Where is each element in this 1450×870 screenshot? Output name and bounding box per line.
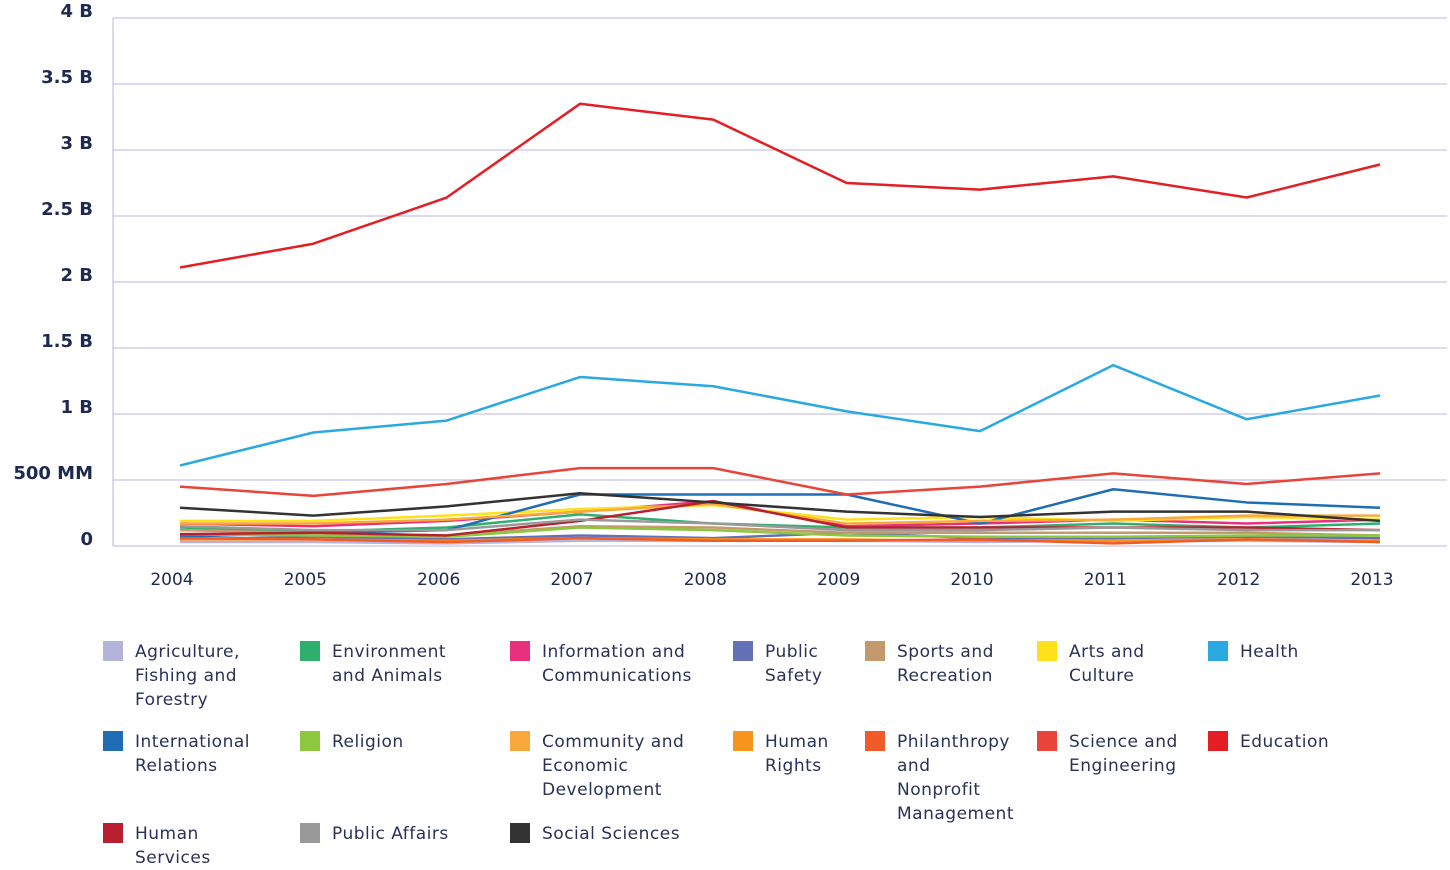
series-line xyxy=(179,491,1381,523)
x-tick-label: 2010 xyxy=(950,570,993,590)
legend-item: Human Rights xyxy=(733,730,855,778)
legend-swatch xyxy=(103,641,123,661)
y-tick-label: 2 B xyxy=(60,265,93,286)
series-line xyxy=(179,466,1381,498)
x-tick-label: 2012 xyxy=(1217,570,1260,590)
legend-item: Information and Communications xyxy=(510,640,717,688)
x-tick-label: 2013 xyxy=(1350,570,1393,590)
series-line xyxy=(179,499,1381,537)
x-tick-label: 2009 xyxy=(817,570,860,590)
legend-item: Agriculture, Fishing and Forestry xyxy=(103,640,265,712)
chart: 0 500 MM 1 B 1.5 B 2 B 2.5 B 3 B 3.5 B 4 B 2004 20… xyxy=(13,1,1447,590)
series-line xyxy=(179,102,1381,269)
legend-label: International Relations xyxy=(135,732,250,776)
legend-swatch xyxy=(510,641,530,661)
legend-swatch xyxy=(865,641,885,661)
legend-item: Health xyxy=(1208,640,1380,664)
y-tick-label: 500 MM xyxy=(13,463,93,484)
legend-swatch xyxy=(1037,731,1057,751)
legend-item: Public Safety xyxy=(733,640,855,688)
y-tick-label: 1 B xyxy=(60,397,93,418)
x-tick-label: 2011 xyxy=(1084,570,1127,590)
legend-swatch xyxy=(510,823,530,843)
series-line xyxy=(180,503,1381,523)
legend-item: Social Sciences xyxy=(510,822,717,846)
legend-swatch xyxy=(733,641,753,661)
x-tick-label: 2004 xyxy=(150,570,193,590)
legend-label: Arts and Culture xyxy=(1069,642,1145,686)
legend-label: Religion xyxy=(332,732,404,752)
legend-swatch xyxy=(300,823,320,843)
series-line xyxy=(179,487,1381,539)
series-line xyxy=(179,531,1381,541)
legend-item: Sports and Recreation xyxy=(865,640,1017,688)
legend-swatch xyxy=(300,641,320,661)
legend-item: Religion xyxy=(300,730,472,754)
legend-label: Science and Engineering xyxy=(1069,732,1178,776)
legend-label: Education xyxy=(1240,732,1330,752)
legend-swatch xyxy=(300,731,320,751)
x-tick-label: 2006 xyxy=(417,570,460,590)
legend-swatch xyxy=(865,731,885,751)
legend-swatch xyxy=(103,823,123,843)
legend-label: Social Sciences xyxy=(542,824,681,844)
legend-item: Education xyxy=(1208,730,1380,754)
legend-item: Community and Economic Development xyxy=(510,730,717,802)
legend-item: Philanthropy and Nonprofit Management xyxy=(865,730,1017,826)
y-tick-label: 2.5 B xyxy=(41,199,93,220)
legend-swatch xyxy=(510,731,530,751)
y-tick-label: 3 B xyxy=(60,133,93,154)
legend-swatch xyxy=(733,731,753,751)
legend-label: Health xyxy=(1240,642,1299,662)
y-tick-label: 0 xyxy=(80,529,93,550)
legend-item: Arts and Culture xyxy=(1037,640,1179,688)
legend-swatch xyxy=(1208,641,1228,661)
legend-label: Environment and Animals xyxy=(332,642,447,686)
series-line xyxy=(179,536,1381,545)
legend-item: Public Affairs xyxy=(300,822,472,846)
legend-swatch xyxy=(103,731,123,751)
y-tick-label: 3.5 B xyxy=(41,67,93,88)
x-tick-label: 2008 xyxy=(684,570,727,590)
series-line xyxy=(179,518,1380,532)
legend-label: Public Safety xyxy=(765,642,823,686)
legend-label: Information and Communications xyxy=(542,642,692,686)
series-line xyxy=(179,363,1381,467)
legend-label: Public Affairs xyxy=(332,824,449,844)
legend-label: Philanthropy and Nonprofit Management xyxy=(897,732,1014,824)
legend-label: Human Rights xyxy=(765,732,829,776)
x-tick-label: 2007 xyxy=(550,570,593,590)
legend-swatch xyxy=(1208,731,1228,751)
legend-item: Environment and Animals xyxy=(300,640,472,688)
y-tick-label: 4 B xyxy=(60,1,93,22)
legend-label: Agriculture, Fishing and Forestry xyxy=(135,642,240,710)
legend-swatch xyxy=(1037,641,1057,661)
legend-item: International Relations xyxy=(103,730,265,778)
legend-item: Science and Engineering xyxy=(1037,730,1179,778)
legend-label: Sports and Recreation xyxy=(897,642,994,686)
legend-label: Community and Economic Development xyxy=(542,732,685,800)
y-tick-label: 1.5 B xyxy=(41,331,93,352)
x-tick-label: 2005 xyxy=(284,570,327,590)
series-line xyxy=(179,526,1380,539)
